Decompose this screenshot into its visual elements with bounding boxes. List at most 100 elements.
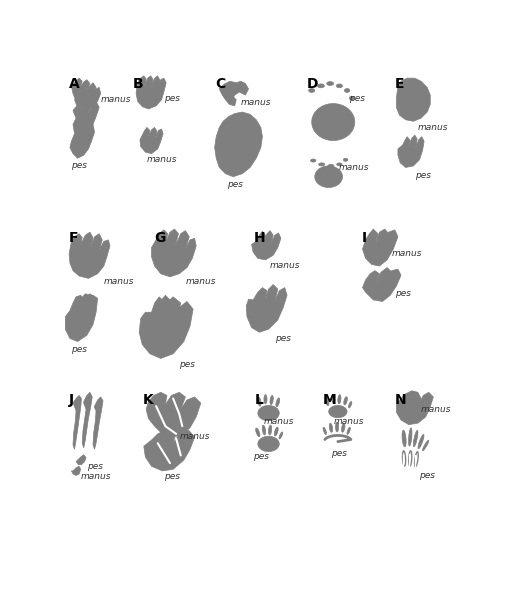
Polygon shape <box>362 268 401 301</box>
Text: pes: pes <box>253 452 269 461</box>
Text: manus: manus <box>185 277 216 286</box>
Text: manus: manus <box>241 98 271 107</box>
Polygon shape <box>398 135 424 167</box>
Polygon shape <box>140 127 163 154</box>
Text: manus: manus <box>81 472 111 481</box>
Polygon shape <box>345 89 350 92</box>
Polygon shape <box>409 428 412 446</box>
Polygon shape <box>347 427 350 434</box>
Polygon shape <box>279 432 283 439</box>
Text: J: J <box>69 393 74 407</box>
Polygon shape <box>219 81 248 106</box>
Text: E: E <box>395 77 404 91</box>
Polygon shape <box>343 158 348 161</box>
Text: pes: pes <box>179 360 195 369</box>
Polygon shape <box>415 452 418 467</box>
Polygon shape <box>262 425 266 435</box>
Text: manus: manus <box>147 155 177 164</box>
Polygon shape <box>264 395 267 404</box>
Polygon shape <box>258 436 280 452</box>
Polygon shape <box>342 423 345 432</box>
Polygon shape <box>402 451 406 466</box>
Polygon shape <box>136 76 166 109</box>
Polygon shape <box>323 427 327 434</box>
Polygon shape <box>144 429 195 471</box>
Polygon shape <box>309 89 315 92</box>
Polygon shape <box>246 284 287 332</box>
Text: K: K <box>142 393 153 407</box>
Polygon shape <box>76 455 86 464</box>
Polygon shape <box>327 82 334 85</box>
Polygon shape <box>258 406 280 421</box>
Text: F: F <box>69 232 79 245</box>
Polygon shape <box>315 166 343 187</box>
Text: I: I <box>362 232 367 245</box>
Text: pes: pes <box>275 334 291 343</box>
Polygon shape <box>329 423 333 433</box>
Polygon shape <box>139 295 193 358</box>
Polygon shape <box>318 163 325 166</box>
Polygon shape <box>332 395 335 404</box>
Polygon shape <box>93 397 103 449</box>
Text: C: C <box>216 77 226 91</box>
Polygon shape <box>274 427 278 436</box>
Polygon shape <box>69 232 110 278</box>
Text: M: M <box>323 393 336 407</box>
Polygon shape <box>73 395 81 449</box>
Polygon shape <box>82 392 92 448</box>
Text: pes: pes <box>227 180 243 189</box>
Polygon shape <box>344 397 347 405</box>
Text: pes: pes <box>72 344 88 353</box>
Polygon shape <box>350 96 354 100</box>
Polygon shape <box>70 97 99 158</box>
Polygon shape <box>396 391 433 425</box>
Polygon shape <box>66 294 98 341</box>
Text: manus: manus <box>338 163 369 172</box>
Polygon shape <box>152 229 196 277</box>
Text: manus: manus <box>269 262 300 271</box>
Polygon shape <box>409 451 412 466</box>
Text: pes: pes <box>331 449 347 458</box>
Text: pes: pes <box>395 289 411 298</box>
Text: pes: pes <box>419 471 436 480</box>
Text: H: H <box>254 232 266 245</box>
Polygon shape <box>396 78 430 121</box>
Polygon shape <box>312 104 355 140</box>
Text: manus: manus <box>392 249 422 258</box>
Text: pes: pes <box>415 170 431 179</box>
Text: pes: pes <box>87 461 103 470</box>
Polygon shape <box>72 78 101 109</box>
Polygon shape <box>422 440 429 451</box>
Polygon shape <box>255 428 260 437</box>
Text: manus: manus <box>179 433 210 442</box>
Text: manus: manus <box>418 123 449 132</box>
Text: pes: pes <box>164 94 180 103</box>
Text: manus: manus <box>104 277 134 286</box>
Polygon shape <box>337 163 342 166</box>
Text: L: L <box>254 393 264 407</box>
Polygon shape <box>251 230 281 260</box>
Text: B: B <box>133 77 144 91</box>
Text: manus: manus <box>421 404 452 413</box>
Polygon shape <box>72 466 81 475</box>
Polygon shape <box>276 398 280 407</box>
Text: pes: pes <box>164 472 180 481</box>
Text: pes: pes <box>72 161 88 170</box>
Text: G: G <box>155 232 166 245</box>
Polygon shape <box>402 430 406 447</box>
Text: D: D <box>306 77 318 91</box>
Polygon shape <box>215 112 262 177</box>
Polygon shape <box>338 395 341 404</box>
Polygon shape <box>329 406 347 418</box>
Text: pes: pes <box>349 94 365 103</box>
Polygon shape <box>258 397 261 406</box>
Polygon shape <box>349 401 352 408</box>
Polygon shape <box>270 395 273 404</box>
Text: manus: manus <box>333 417 364 426</box>
Text: A: A <box>69 77 80 91</box>
Text: N: N <box>395 393 407 407</box>
Polygon shape <box>328 164 334 167</box>
Polygon shape <box>317 84 325 88</box>
Polygon shape <box>418 434 424 449</box>
Polygon shape <box>325 398 329 406</box>
